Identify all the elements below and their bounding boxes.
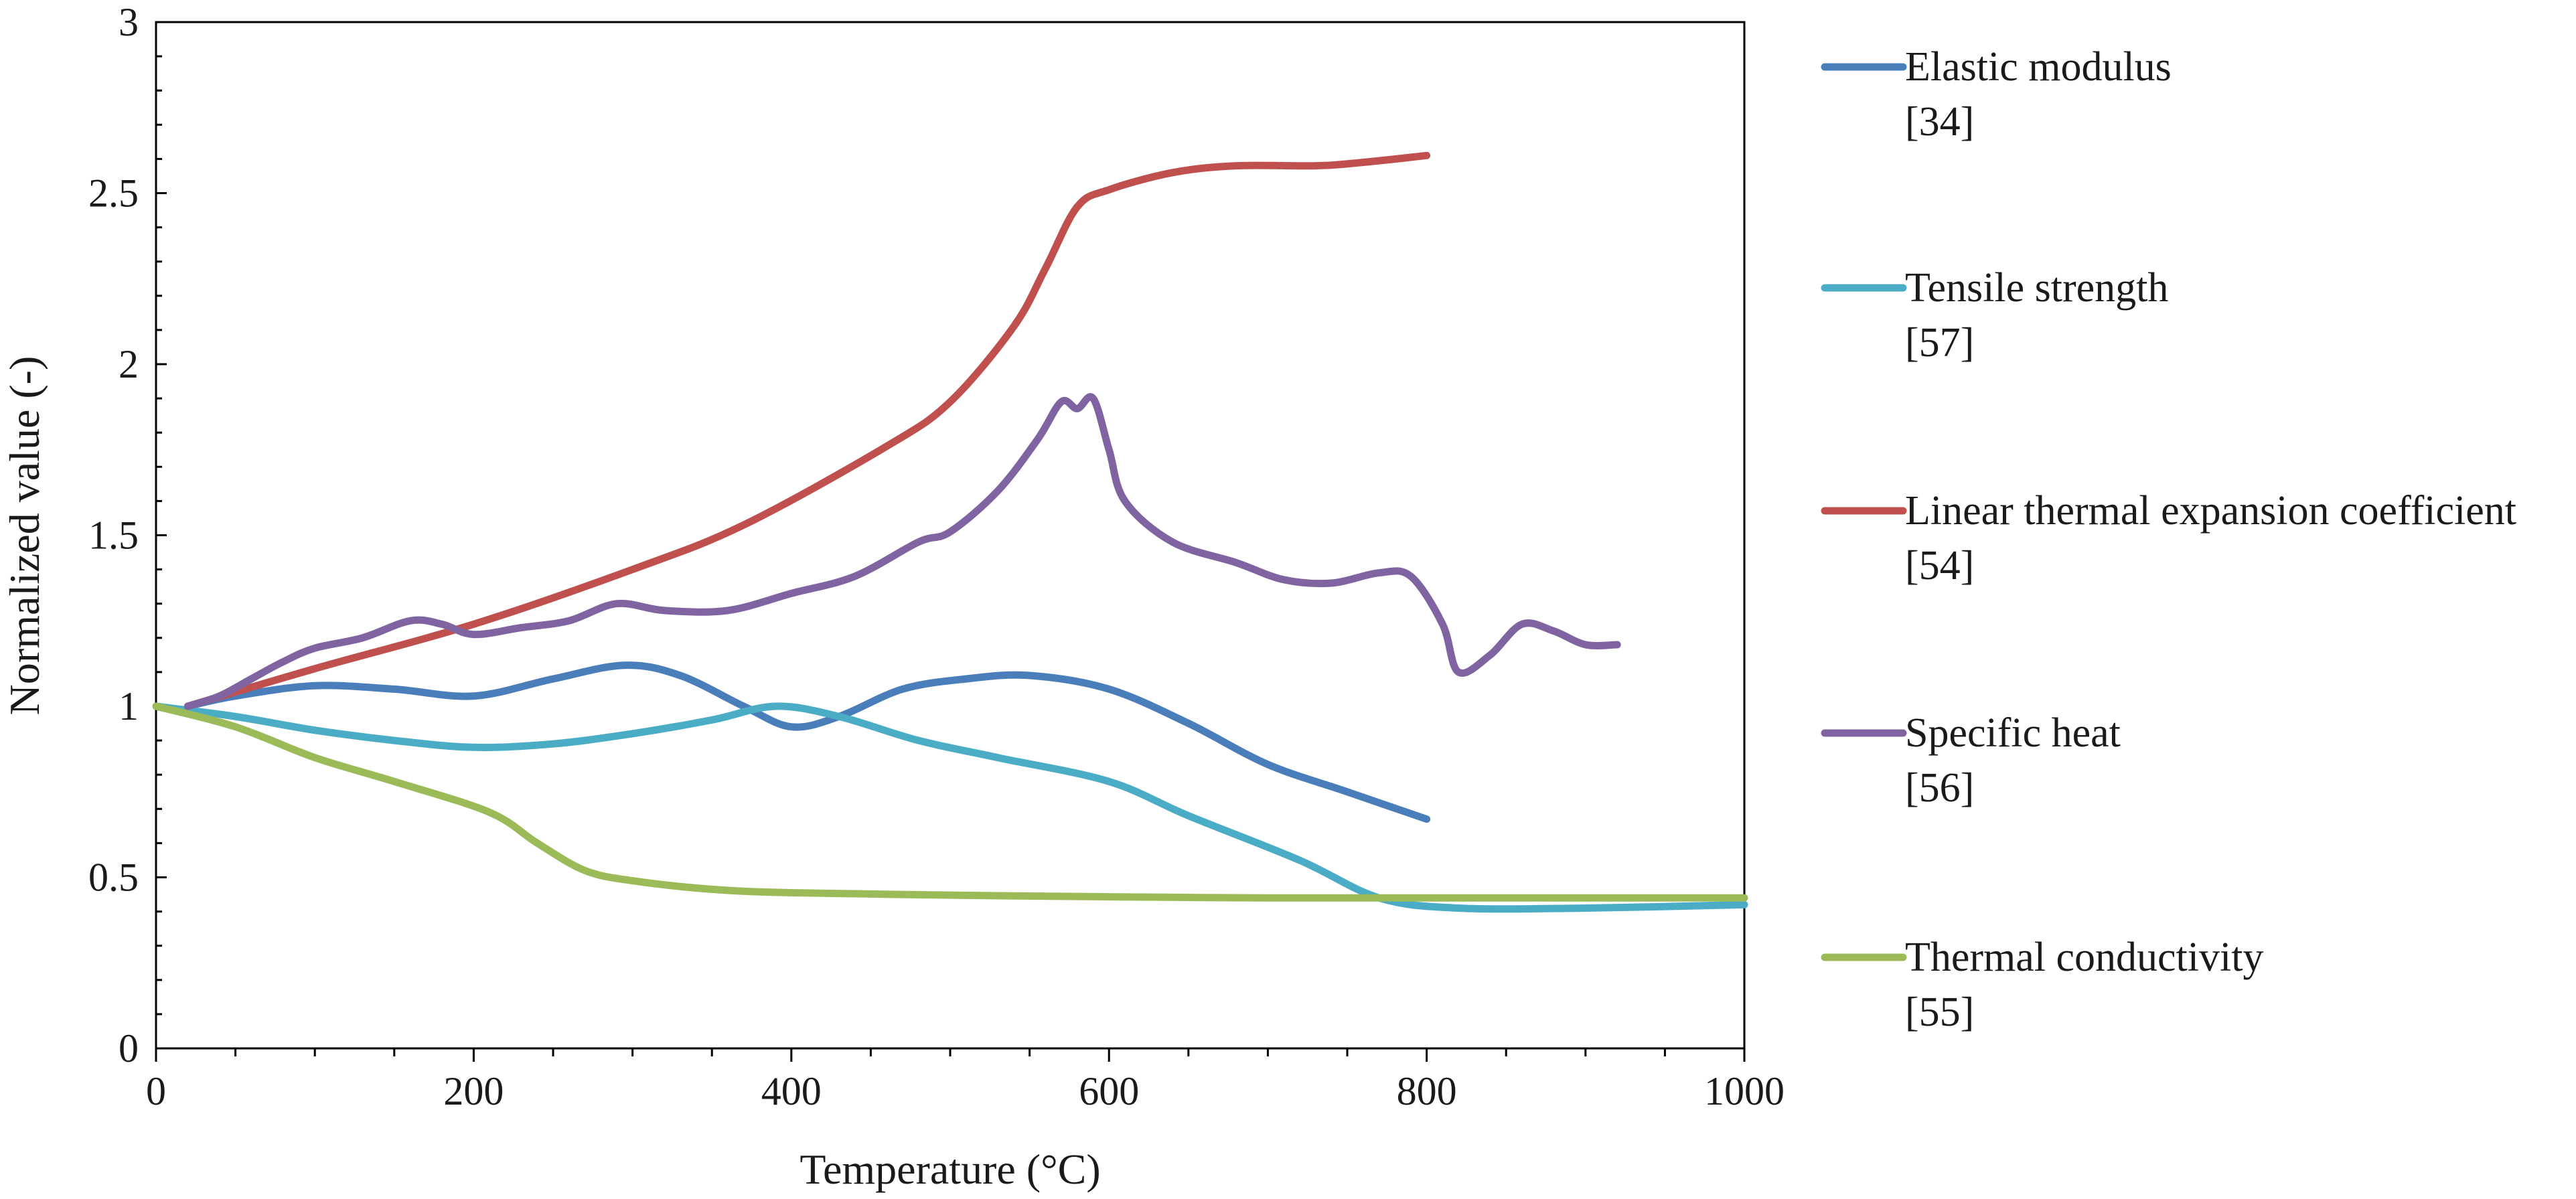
legend-label-tensile-strength: Tensile strength xyxy=(1905,265,2168,311)
y-tick-label: 2.5 xyxy=(88,171,139,216)
series-line-linear-thermal-expansion-coefficient xyxy=(183,151,1431,710)
y-tick-label: 1.5 xyxy=(88,513,139,558)
legend-ref-linear-thermal-expansion-coefficient: [54] xyxy=(1905,543,1974,588)
series-line-elastic-modulus xyxy=(183,661,1431,823)
x-tick-label: 0 xyxy=(146,1069,166,1113)
legend-ref-specific-heat: [56] xyxy=(1905,765,1974,811)
y-tick-label: 2 xyxy=(119,342,139,386)
legend-label-linear-thermal-expansion-coefficient: Linear thermal expansion coefficient xyxy=(1905,488,2516,534)
series-line-tensile-strength xyxy=(152,702,1748,913)
legend-ref-tensile-strength: [57] xyxy=(1905,320,1974,366)
x-axis: 0 200 400 600 800 1000 xyxy=(146,1048,1785,1113)
x-tick-label: 200 xyxy=(443,1069,504,1113)
x-axis-title: Temperature (°C) xyxy=(800,1145,1100,1193)
legend-label-thermal-conductivity: Thermal conductivity xyxy=(1905,935,2263,980)
series-layer xyxy=(152,151,1748,913)
x-tick-label: 1000 xyxy=(1704,1069,1785,1113)
x-tick-label: 600 xyxy=(1079,1069,1139,1113)
y-axis-title: Normalized value (-) xyxy=(1,356,48,716)
y-tick-label: 3 xyxy=(119,0,139,44)
x-tick-label: 800 xyxy=(1397,1069,1457,1113)
series-line-thermal-conductivity xyxy=(152,702,1748,902)
series-line-specific-heat xyxy=(183,393,1621,710)
legend: Elastic modulus [34] Tensile strength [57] L… xyxy=(1821,44,2516,1035)
y-tick-label: 0 xyxy=(119,1026,139,1070)
y-tick-label: 0.5 xyxy=(88,856,139,900)
legend-label-specific-heat: Specific heat xyxy=(1905,710,2121,756)
y-tick-label: 1 xyxy=(119,684,139,728)
y-axis: 0 0.5 1 1.5 2 2.5 3 xyxy=(88,0,167,1070)
legend-ref-thermal-conductivity: [55] xyxy=(1905,989,1974,1035)
legend-ref-elastic-modulus: [34] xyxy=(1905,99,1974,145)
legend-label-elastic-modulus: Elastic modulus xyxy=(1905,44,2172,90)
x-tick-label: 400 xyxy=(761,1069,822,1113)
